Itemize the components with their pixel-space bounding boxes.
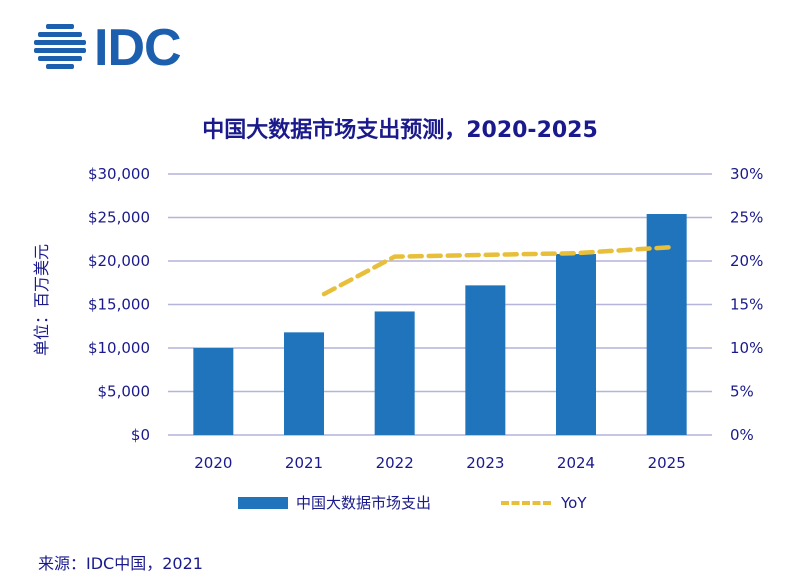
chart-title: 中国大数据市场支出预测，2020-2025 bbox=[202, 118, 598, 143]
y-tick-label: $10,000 bbox=[88, 339, 150, 357]
legend: 中国大数据市场支出 YoY bbox=[238, 492, 587, 513]
y2-tick-label: 0% bbox=[730, 426, 754, 444]
legend-label-spending: 中国大数据市场支出 bbox=[296, 494, 432, 512]
chart-plot: $0 0% $5,000 5% $10,000 10% $15,000 15% $20,000 2… bbox=[88, 165, 763, 472]
y2-tick-label: 10% bbox=[730, 339, 763, 357]
bar-2021 bbox=[284, 332, 324, 435]
y-tick-label: $30,000 bbox=[88, 165, 150, 183]
y2-tick-label: 5% bbox=[730, 383, 754, 401]
yoy-line bbox=[321, 244, 675, 297]
bar-2022 bbox=[374, 311, 415, 435]
y-tick-label: $25,000 bbox=[88, 209, 150, 227]
bar-2025 bbox=[646, 214, 687, 435]
idc-logo-globe-icon bbox=[34, 24, 86, 69]
idc-logo: IDC bbox=[94, 19, 182, 77]
y-tick-label: $15,000 bbox=[88, 296, 150, 314]
y-tick-label: $0 bbox=[131, 426, 150, 444]
x-tick-label: 2023 bbox=[466, 454, 504, 472]
source-note: 来源：IDC中国，2021 bbox=[38, 554, 203, 573]
bar-2023 bbox=[465, 285, 506, 435]
y2-tick-label: 25% bbox=[730, 209, 763, 227]
y2-tick-label: 30% bbox=[730, 165, 763, 183]
y2-tick-label: 15% bbox=[730, 296, 763, 314]
bar-2024 bbox=[556, 254, 596, 435]
y2-tick-label: 20% bbox=[730, 252, 763, 270]
x-tick-label: 2025 bbox=[648, 454, 686, 472]
x-tick-label: 2022 bbox=[376, 454, 414, 472]
legend-bar-swatch bbox=[238, 496, 288, 509]
x-tick-label: 2020 bbox=[194, 454, 232, 472]
legend-line-swatch bbox=[501, 500, 552, 505]
legend-label-yoy: YoY bbox=[561, 493, 587, 512]
x-tick-label: 2021 bbox=[285, 454, 323, 472]
x-tick-label: 2024 bbox=[557, 454, 595, 472]
y-tick-label: $20,000 bbox=[88, 252, 150, 270]
y-tick-label: $5,000 bbox=[98, 383, 151, 401]
bar-2020 bbox=[193, 348, 234, 435]
